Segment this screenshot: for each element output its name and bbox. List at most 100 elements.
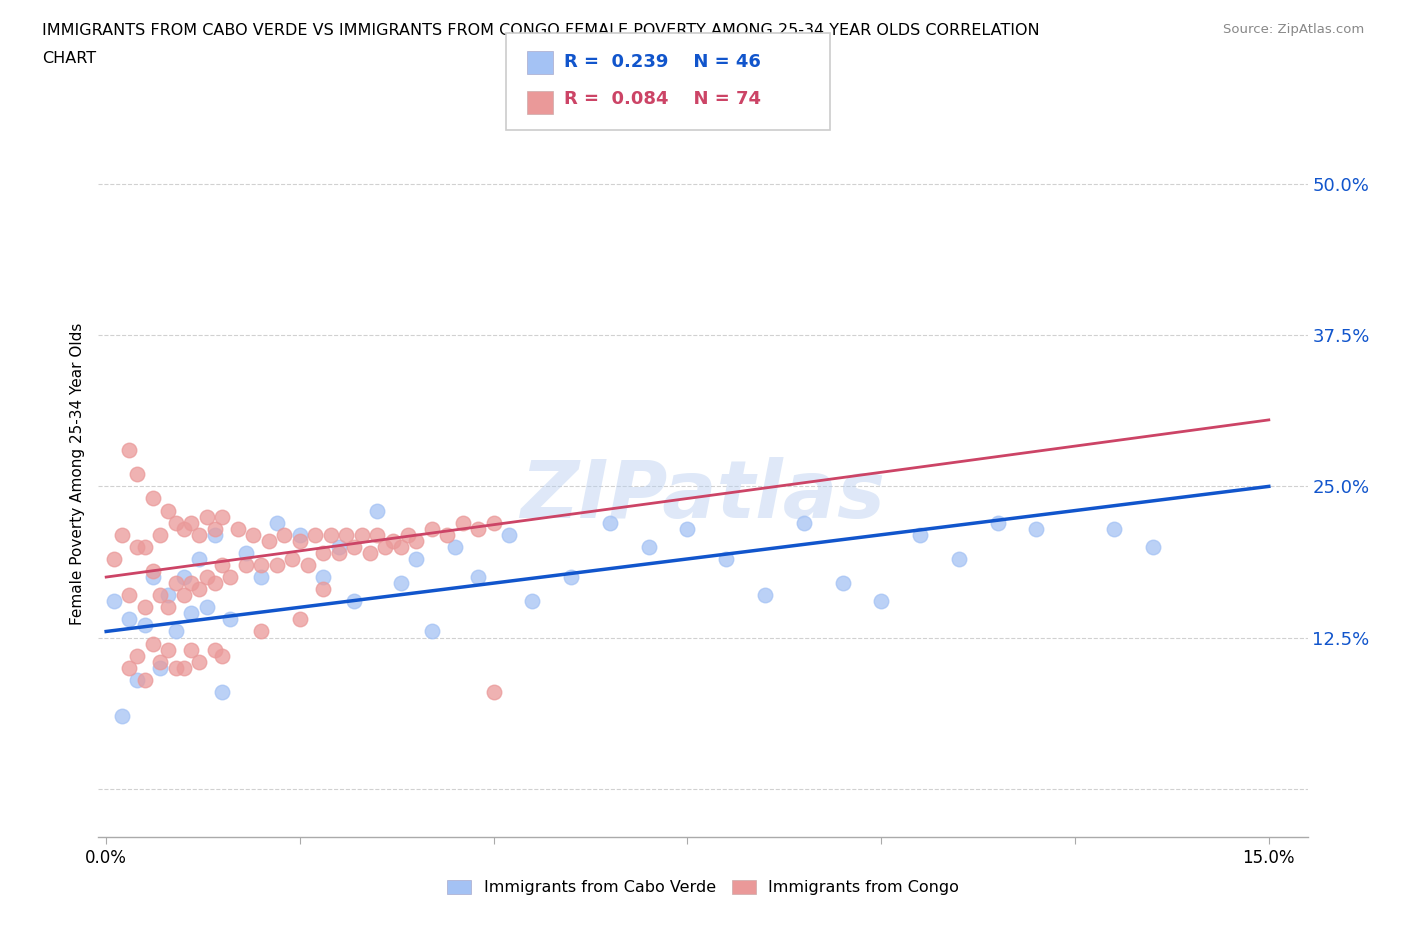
Point <box>436 527 458 542</box>
Point <box>986 515 1008 530</box>
Point <box>304 527 326 542</box>
Point <box>149 527 172 542</box>
Point <box>381 534 404 549</box>
Point <box>118 588 141 603</box>
Point <box>793 515 815 530</box>
Point <box>235 558 257 573</box>
Point <box>173 570 195 585</box>
Point <box>188 551 211 566</box>
Point <box>157 588 180 603</box>
Point <box>343 539 366 554</box>
Point <box>204 522 226 537</box>
Point <box>637 539 659 554</box>
Point <box>195 510 218 525</box>
Point <box>142 570 165 585</box>
Point <box>165 576 187 591</box>
Point <box>343 594 366 609</box>
Point <box>831 576 853 591</box>
Point <box>266 558 288 573</box>
Point <box>134 539 156 554</box>
Point <box>908 527 931 542</box>
Y-axis label: Female Poverty Among 25-34 Year Olds: Female Poverty Among 25-34 Year Olds <box>69 323 84 626</box>
Point <box>180 643 202 658</box>
Text: IMMIGRANTS FROM CABO VERDE VS IMMIGRANTS FROM CONGO FEMALE POVERTY AMONG 25-34 Y: IMMIGRANTS FROM CABO VERDE VS IMMIGRANTS… <box>42 23 1040 38</box>
Text: ZIPatlas: ZIPatlas <box>520 457 886 535</box>
Point <box>173 588 195 603</box>
Point <box>754 588 776 603</box>
Point <box>870 594 893 609</box>
Point <box>266 515 288 530</box>
Point <box>149 588 172 603</box>
Point <box>195 570 218 585</box>
Point <box>142 491 165 506</box>
Point <box>350 527 373 542</box>
Point <box>405 534 427 549</box>
Point <box>467 570 489 585</box>
Point <box>211 510 233 525</box>
Point <box>389 539 412 554</box>
Point <box>211 648 233 663</box>
Point <box>103 551 125 566</box>
Legend: Immigrants from Cabo Verde, Immigrants from Congo: Immigrants from Cabo Verde, Immigrants f… <box>440 873 966 901</box>
Point <box>420 522 443 537</box>
Point <box>180 576 202 591</box>
Point <box>219 612 242 627</box>
Point <box>195 600 218 615</box>
Point <box>111 527 134 542</box>
Point <box>103 594 125 609</box>
Point <box>165 624 187 639</box>
Point <box>420 624 443 639</box>
Point <box>134 672 156 687</box>
Point <box>211 684 233 699</box>
Point <box>142 564 165 578</box>
Point <box>250 624 273 639</box>
Text: R =  0.239    N = 46: R = 0.239 N = 46 <box>564 53 761 71</box>
Point <box>180 515 202 530</box>
Point <box>288 534 311 549</box>
Point <box>319 527 342 542</box>
Point <box>204 527 226 542</box>
Point <box>359 545 381 560</box>
Point <box>328 539 350 554</box>
Point <box>281 551 304 566</box>
Point <box>226 522 249 537</box>
Point <box>235 545 257 560</box>
Point <box>134 600 156 615</box>
Point <box>1142 539 1164 554</box>
Point <box>127 539 149 554</box>
Point <box>288 527 311 542</box>
Point <box>366 527 388 542</box>
Point <box>149 660 172 675</box>
Point <box>374 539 396 554</box>
Point <box>188 582 211 597</box>
Point <box>127 467 149 482</box>
Point <box>405 551 427 566</box>
Point <box>482 515 505 530</box>
Point <box>1025 522 1047 537</box>
Point <box>297 558 319 573</box>
Point <box>444 539 467 554</box>
Point <box>312 570 335 585</box>
Point <box>451 515 474 530</box>
Point <box>560 570 582 585</box>
Text: Source: ZipAtlas.com: Source: ZipAtlas.com <box>1223 23 1364 36</box>
Point <box>716 551 738 566</box>
Point <box>219 570 242 585</box>
Point <box>312 545 335 560</box>
Point <box>165 660 187 675</box>
Point <box>398 527 420 542</box>
Point <box>242 527 264 542</box>
Point <box>257 534 280 549</box>
Text: CHART: CHART <box>42 51 96 66</box>
Point <box>335 527 357 542</box>
Point <box>118 443 141 458</box>
Point <box>250 570 273 585</box>
Point <box>1102 522 1125 537</box>
Point <box>142 636 165 651</box>
Point <box>328 545 350 560</box>
Point <box>467 522 489 537</box>
Point <box>157 643 180 658</box>
Point <box>204 643 226 658</box>
Point <box>250 558 273 573</box>
Point <box>118 612 141 627</box>
